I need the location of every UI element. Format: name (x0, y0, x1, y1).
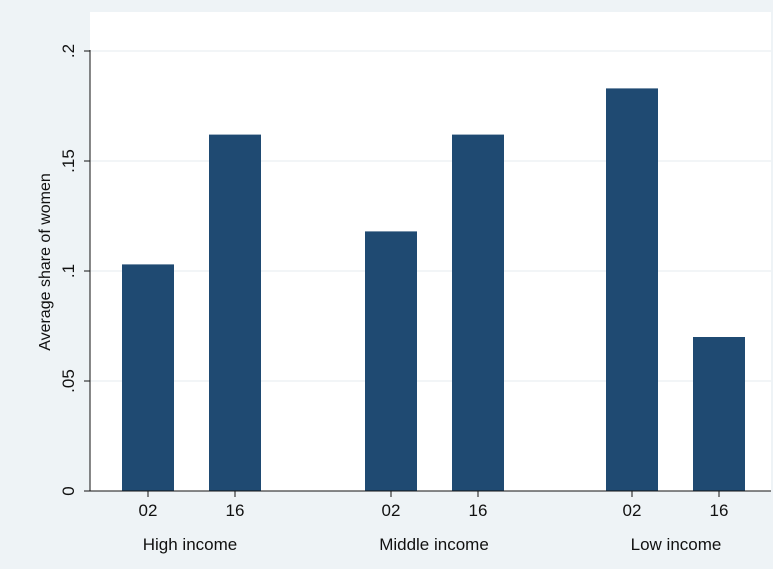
bar (365, 231, 417, 491)
bar (452, 134, 504, 491)
y-tick-label: 0 (59, 486, 78, 495)
group-label: Middle income (379, 535, 489, 554)
y-tick-label: .15 (59, 149, 78, 173)
x-tick-label: 16 (226, 501, 245, 520)
y-axis-title: Average share of women (37, 173, 54, 351)
bar (606, 88, 658, 492)
bar (693, 337, 745, 491)
x-tick-label: 02 (139, 501, 158, 520)
x-tick-label: 16 (469, 501, 488, 520)
bar (209, 134, 261, 491)
y-tick-label: .2 (59, 44, 78, 58)
group-label: High income (143, 535, 238, 554)
group-label: Low income (631, 535, 722, 554)
bars (122, 88, 745, 492)
plot-area (90, 12, 771, 491)
x-tick-label: 16 (710, 501, 729, 520)
y-tick-label: .05 (59, 369, 78, 393)
x-ticks: 02 16 High income 02 16 Middle income 02 16 Low … (139, 491, 729, 554)
x-tick-label: 02 (623, 501, 642, 520)
x-tick-label: 02 (382, 501, 401, 520)
y-ticks: 0 .05 .1 .15 .2 (59, 44, 90, 496)
y-tick-label: .1 (59, 264, 78, 278)
bar (122, 264, 174, 491)
